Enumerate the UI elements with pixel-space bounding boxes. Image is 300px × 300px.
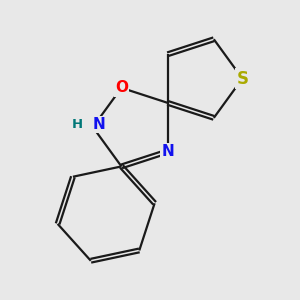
Text: H: H <box>72 118 83 131</box>
Text: S: S <box>236 70 248 88</box>
Text: O: O <box>115 80 128 95</box>
Text: N: N <box>93 117 106 132</box>
Text: N: N <box>161 144 174 159</box>
